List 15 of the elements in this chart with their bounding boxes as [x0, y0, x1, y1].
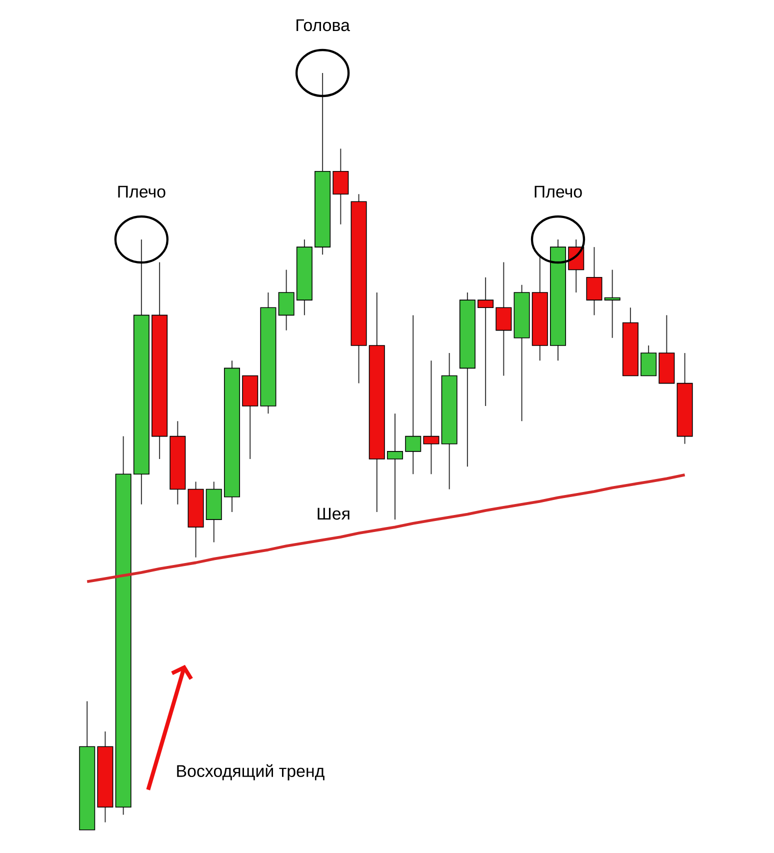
candlestick — [278, 269, 294, 331]
candlestick — [478, 276, 494, 407]
candlestick — [496, 262, 512, 376]
candlestick — [332, 148, 349, 225]
annotation: Восходящий тренд — [177, 764, 324, 780]
candlestick — [640, 344, 657, 376]
annotation: Плечо — [534, 186, 582, 198]
candlestick — [604, 269, 620, 338]
text: Голова — [296, 19, 350, 32]
candlestick — [387, 413, 404, 520]
annotation: Плечо — [118, 186, 166, 198]
candlestick — [405, 314, 422, 475]
annotation: Шея — [318, 508, 350, 520]
candlestick — [586, 246, 602, 316]
candlestick — [423, 360, 440, 475]
